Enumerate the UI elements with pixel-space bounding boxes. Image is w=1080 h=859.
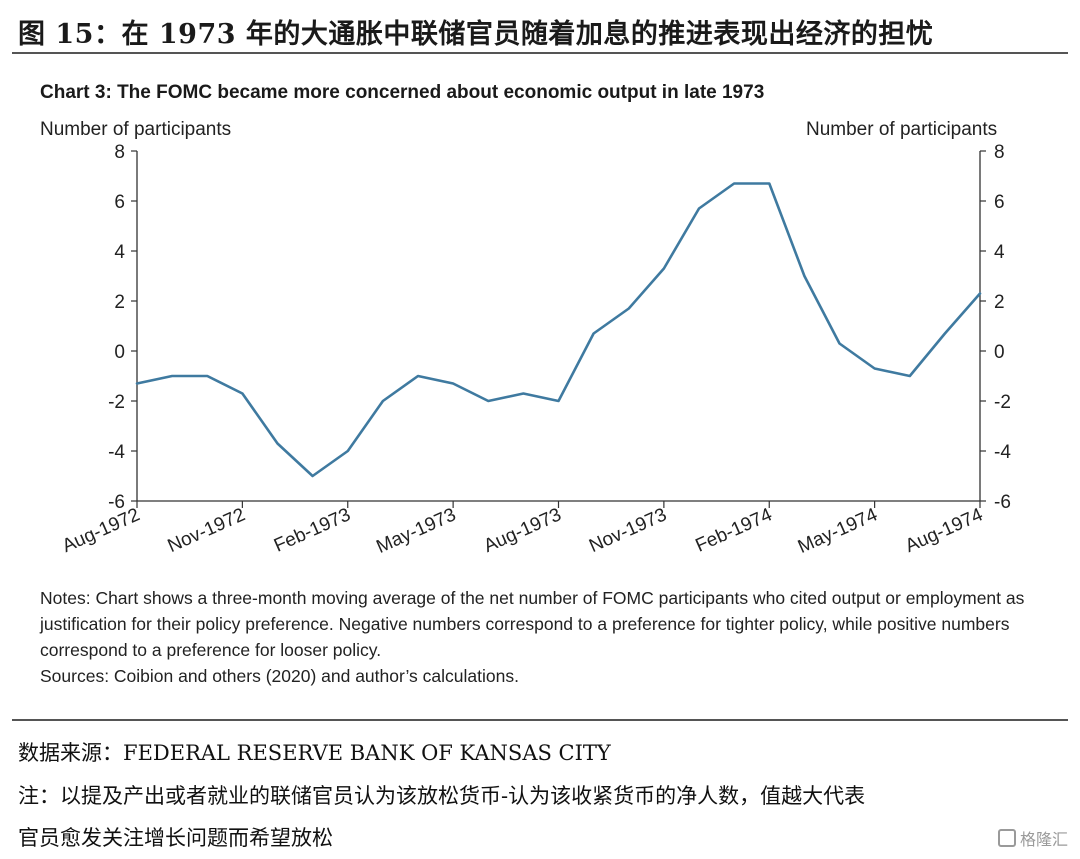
right-y-tick-label: 8 bbox=[994, 142, 1005, 163]
footnote-line-2: 官员愈发关注增长问题而希望放松 bbox=[18, 826, 333, 850]
chart-notes: Notes: Chart shows a three-month moving … bbox=[40, 585, 1040, 689]
right-y-tick-label: -2 bbox=[994, 392, 1011, 413]
left-y-tick-label: -4 bbox=[108, 442, 125, 463]
x-tick-label: Feb-1974 bbox=[692, 504, 775, 556]
x-tick-label: Aug-1973 bbox=[481, 504, 565, 557]
notes-text: Notes: Chart shows a three-month moving … bbox=[40, 588, 1025, 660]
right-y-tick-label: -6 bbox=[994, 492, 1011, 513]
x-tick-label: May-1973 bbox=[373, 504, 459, 558]
bottom-rule bbox=[12, 719, 1068, 721]
right-y-tick-label: -4 bbox=[994, 442, 1011, 463]
watermark-text: 格隆汇 bbox=[1019, 832, 1068, 849]
x-tick-label: May-1974 bbox=[795, 504, 881, 558]
right-y-tick-label: 0 bbox=[994, 342, 1005, 363]
footnote-line-1: 注：以提及产出或者就业的联储官员认为该放松货币-认为该收紧货币的净人数，值越大代… bbox=[18, 784, 866, 808]
left-y-tick-label: -6 bbox=[108, 492, 125, 513]
data-source: 数据来源：FEDERAL RESERVE BANK OF KANSAS CITY bbox=[18, 741, 611, 765]
right-y-tick-label: 2 bbox=[994, 292, 1005, 313]
x-tick-label: Aug-1972 bbox=[59, 504, 143, 557]
watermark: 格隆汇 bbox=[997, 826, 1068, 850]
left-y-tick-label: 4 bbox=[114, 242, 125, 263]
x-tick-label: Nov-1972 bbox=[165, 504, 249, 557]
right-axis-label: Number of participants bbox=[806, 119, 998, 140]
left-y-tick-label: 0 bbox=[114, 342, 125, 363]
left-y-tick-label: -2 bbox=[108, 392, 125, 413]
sources-text: Sources: Coibion and others (2020) and a… bbox=[40, 666, 519, 686]
left-y-tick-label: 8 bbox=[114, 142, 125, 163]
x-tick-label: Aug-1974 bbox=[902, 504, 986, 557]
right-y-tick-label: 6 bbox=[994, 192, 1005, 213]
x-tick-label: Nov-1973 bbox=[586, 504, 670, 557]
left-y-tick-label: 6 bbox=[114, 192, 125, 213]
figure-title: 图 15：在 1973 年的大通胀中联储官员随着加息的推进表现出经济的担忧 bbox=[18, 19, 934, 50]
top-rule bbox=[12, 52, 1068, 54]
left-axis-label: Number of participants bbox=[40, 119, 232, 140]
x-tick-label: Feb-1973 bbox=[271, 504, 354, 556]
chart-title: Chart 3: The FOMC became more concerned … bbox=[40, 82, 765, 103]
left-y-tick-label: 2 bbox=[114, 292, 125, 313]
watermark-logo-icon bbox=[997, 829, 1016, 847]
series-line bbox=[135, 182, 982, 478]
right-y-tick-label: 4 bbox=[994, 242, 1005, 263]
